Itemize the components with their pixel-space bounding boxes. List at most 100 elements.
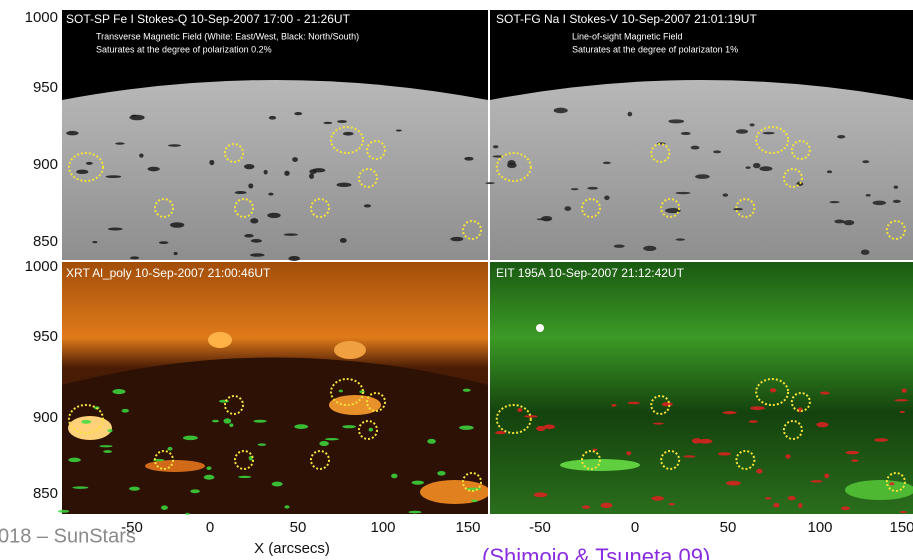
- feature: [235, 191, 247, 194]
- feature: [427, 439, 436, 444]
- feature: [206, 466, 211, 470]
- feature: [691, 146, 700, 150]
- y-tick-label: 850: [33, 233, 58, 250]
- feature: [753, 163, 761, 168]
- feature: [130, 256, 139, 259]
- feature: [861, 249, 870, 254]
- feature: [611, 404, 616, 407]
- feature: [534, 492, 548, 497]
- feature: [582, 505, 590, 508]
- feature: [76, 170, 88, 174]
- feature: [643, 246, 656, 251]
- feature: [81, 420, 91, 424]
- feature: [99, 445, 112, 447]
- panel-image: [62, 262, 490, 514]
- feature: [343, 132, 354, 136]
- x-tick-label: 100: [370, 519, 395, 536]
- feature: [834, 220, 844, 224]
- feature: [626, 451, 631, 455]
- feature: [108, 228, 123, 231]
- feature: [894, 185, 898, 188]
- feature: [244, 234, 253, 238]
- feature: [339, 390, 343, 393]
- feature: [713, 150, 721, 153]
- feature: [106, 175, 121, 178]
- feature: [391, 474, 397, 479]
- feature: [251, 239, 262, 243]
- feature: [627, 112, 632, 117]
- feature: [408, 511, 421, 514]
- feature: [541, 216, 552, 221]
- feature: [268, 193, 273, 196]
- feature: [554, 108, 568, 114]
- y-tick-label: 950: [33, 79, 58, 96]
- feature: [816, 422, 828, 427]
- x-tick-label: 150: [455, 519, 480, 536]
- feature: [269, 116, 276, 120]
- feature: [873, 201, 886, 206]
- feature: [900, 411, 905, 413]
- feature: [86, 162, 93, 165]
- feature: [342, 425, 356, 428]
- feature: [681, 132, 691, 135]
- feature: [288, 256, 300, 261]
- feature: [614, 244, 625, 247]
- x-axis-label: X (arcsecs): [254, 540, 330, 557]
- feature: [122, 409, 129, 413]
- y-tick-label: 1000: [25, 258, 58, 275]
- citation: (Shimojo & Tsuneta 09): [482, 544, 710, 560]
- feature: [323, 122, 332, 124]
- feature: [785, 454, 790, 459]
- feature: [129, 487, 140, 491]
- y-tick-label: 950: [33, 328, 58, 345]
- slide: SOT-SP Fe I Stokes-Q 10-Sep-2007 17:00 -…: [0, 0, 913, 560]
- feature: [841, 506, 850, 510]
- feature: [695, 174, 710, 179]
- feature: [337, 120, 347, 123]
- feature: [107, 429, 112, 432]
- feature: [824, 474, 829, 479]
- feature: [463, 389, 471, 392]
- feature: [292, 157, 298, 162]
- feature: [543, 425, 555, 430]
- feature: [843, 220, 854, 225]
- feature: [204, 475, 215, 480]
- feature: [103, 450, 112, 453]
- feature: [258, 443, 267, 446]
- feature: [250, 218, 258, 223]
- x-tick-label: 50: [720, 519, 737, 536]
- feature: [272, 482, 283, 487]
- feature: [437, 471, 445, 476]
- feature: [894, 399, 908, 401]
- feature: [485, 182, 495, 184]
- feature: [412, 481, 424, 485]
- feature: [862, 160, 869, 163]
- feature: [284, 233, 298, 236]
- feature: [148, 167, 160, 172]
- feature: [92, 241, 97, 243]
- feature: [773, 503, 779, 508]
- x-tick-label: 100: [807, 519, 832, 536]
- feature: [604, 196, 610, 201]
- feature: [749, 420, 758, 423]
- feature: [851, 459, 859, 462]
- feature: [450, 237, 463, 241]
- feature: [294, 112, 302, 115]
- feature: [72, 486, 88, 488]
- feature: [770, 388, 776, 392]
- panel-image: [490, 262, 913, 514]
- feature: [798, 503, 802, 508]
- feature: [459, 425, 474, 429]
- feature: [669, 503, 675, 506]
- feature: [587, 187, 598, 190]
- feature: [112, 389, 125, 394]
- feature: [662, 402, 673, 406]
- feature: [846, 451, 860, 455]
- footer-text: 018 – SunStars: [0, 525, 136, 547]
- feature: [874, 438, 888, 442]
- feature: [284, 505, 289, 508]
- feature: [139, 154, 143, 158]
- x-tick-label: -50: [529, 519, 551, 536]
- feature: [369, 428, 373, 432]
- feature: [723, 193, 728, 196]
